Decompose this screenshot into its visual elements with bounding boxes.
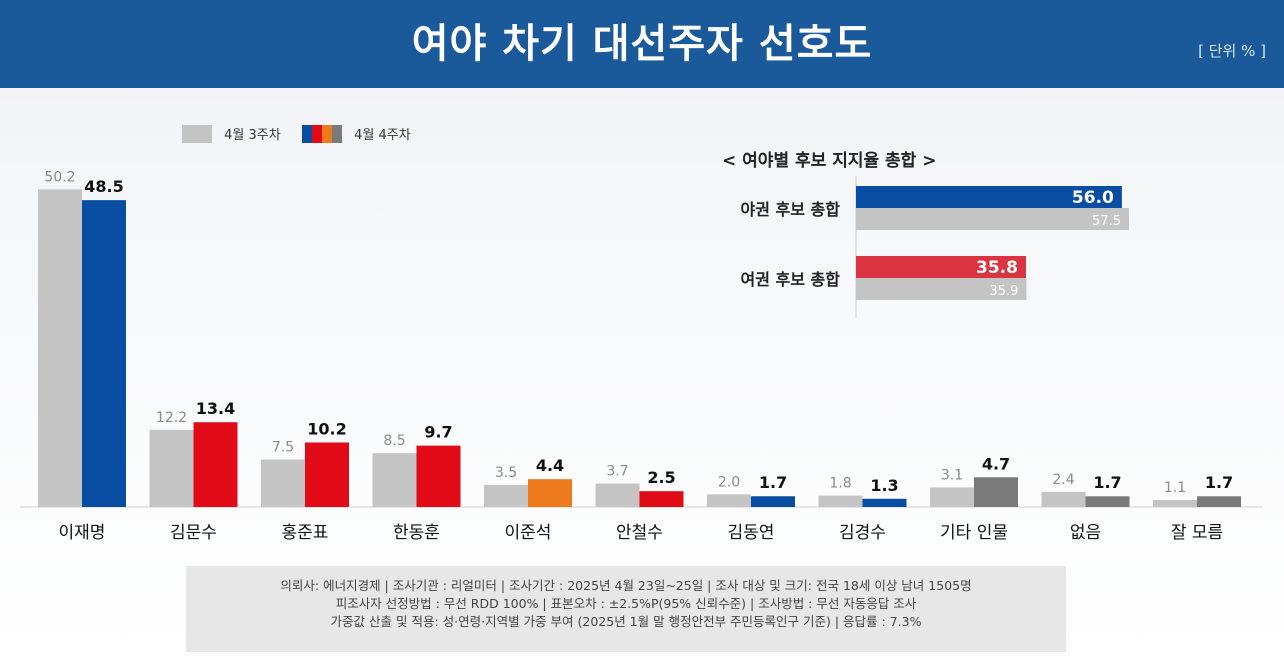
value-label-prev-2: 7.5 <box>272 440 294 456</box>
bar-curr-7 <box>862 498 907 507</box>
inset-bar-curr-0 <box>856 186 1122 208</box>
page-title: 여야 차기 대선주자 선호도 <box>411 21 873 67</box>
value-label-prev-9: 2.4 <box>1052 472 1074 488</box>
footer-line-1: 의뢰사: 에너지경제 | 조사기관 : 리얼미터 | 조사기간 : 2025년 … <box>280 578 972 593</box>
legend-curr-label: 4월 4주차 <box>354 128 411 143</box>
category-label-8: 기타 인물 <box>940 523 1008 543</box>
value-label-prev-8: 3.1 <box>941 467 963 483</box>
bar-prev-4 <box>484 484 528 507</box>
bar-prev-1 <box>149 429 194 507</box>
value-label-curr-8: 4.7 <box>982 454 1010 473</box>
inset-value-curr-1: 35.8 <box>976 258 1018 278</box>
bar-curr-5 <box>639 491 684 507</box>
legend-prev-swatch <box>182 124 212 143</box>
category-label-5: 안철수 <box>616 523 663 543</box>
header-bar <box>0 0 1284 88</box>
inset-title: < 여야별 후보 지지율 총합 > <box>722 151 937 171</box>
legend-prev-label: 4월 3주차 <box>224 128 281 143</box>
value-label-curr-3: 9.7 <box>424 423 452 442</box>
bar-prev-3 <box>372 453 417 507</box>
legend-curr-swatch <box>302 124 342 143</box>
value-label-prev-10: 1.1 <box>1164 480 1186 496</box>
inset-row-label-1: 여권 후보 총합 <box>741 270 841 289</box>
category-label-0: 이재명 <box>59 523 106 543</box>
category-label-2: 홍준표 <box>282 523 329 543</box>
bar-prev-9 <box>1041 491 1086 507</box>
bar-curr-2 <box>305 442 349 507</box>
inset-bar-prev-1 <box>856 278 1027 300</box>
bar-curr-0 <box>82 200 126 507</box>
value-label-curr-1: 13.4 <box>196 399 235 418</box>
category-label-9: 없음 <box>1070 523 1101 543</box>
value-label-prev-4: 3.5 <box>495 465 517 481</box>
bar-prev-10 <box>1153 500 1197 507</box>
bar-curr-10 <box>1197 496 1241 507</box>
bar-prev-5 <box>595 483 640 507</box>
bar-curr-4 <box>528 479 572 507</box>
inset-row-label-0: 야권 후보 총합 <box>741 200 841 219</box>
value-label-curr-10: 1.7 <box>1205 473 1233 492</box>
value-label-curr-4: 4.4 <box>536 456 564 475</box>
category-label-10: 잘 모름 <box>1171 523 1223 543</box>
survey-footer: 의뢰사: 에너지경제 | 조사기관 : 리얼미터 | 조사기간 : 2025년 … <box>186 566 1066 652</box>
legend-curr: 4월 4주차 <box>302 124 411 146</box>
inset-value-prev-1: 35.9 <box>989 284 1018 299</box>
inset-value-curr-0: 56.0 <box>1072 188 1114 208</box>
value-label-prev-0: 50.2 <box>44 169 75 185</box>
footer-line-2: 피조사자 선정방법 : 무선 RDD 100% | 표본오차 : ±2.5%P(… <box>335 596 917 611</box>
bar-prev-0 <box>38 189 82 507</box>
footer-line-3: 가중값 산출 및 적용: 성·연령·지역별 가중 부여 (2025년 1월 말 … <box>330 614 922 629</box>
bar-prev-8 <box>930 487 974 507</box>
value-label-prev-6: 2.0 <box>718 474 740 490</box>
value-label-prev-5: 3.7 <box>606 464 628 480</box>
category-label-7: 김경수 <box>839 523 886 543</box>
value-label-curr-5: 2.5 <box>647 468 675 487</box>
value-label-curr-9: 1.7 <box>1093 473 1121 492</box>
bar-prev-2 <box>261 459 305 507</box>
bar-curr-6 <box>751 496 795 507</box>
bar-curr-3 <box>416 445 461 507</box>
bar-curr-9 <box>1085 496 1130 507</box>
value-label-prev-3: 8.5 <box>383 433 405 449</box>
value-label-curr-6: 1.7 <box>759 473 787 492</box>
category-label-6: 김동연 <box>728 523 775 543</box>
bar-curr-1 <box>193 422 238 507</box>
bar-prev-6 <box>707 494 751 507</box>
category-label-1: 김문수 <box>170 523 217 543</box>
value-label-curr-7: 1.3 <box>870 476 898 495</box>
inset-value-prev-0: 57.5 <box>1092 214 1121 229</box>
inset-bar-prev-0 <box>856 208 1129 230</box>
value-label-prev-1: 12.2 <box>156 410 187 426</box>
unit-label: [ 단위 % ] <box>1198 42 1266 60</box>
value-label-curr-2: 10.2 <box>307 419 346 438</box>
inset-bar-curr-1 <box>856 256 1026 278</box>
value-label-prev-7: 1.8 <box>829 476 851 492</box>
legend-prev: 4월 3주차 <box>182 124 281 146</box>
category-label-4: 이준석 <box>505 523 552 543</box>
category-label-3: 한동훈 <box>393 523 440 543</box>
bar-curr-8 <box>974 477 1018 507</box>
bar-prev-7 <box>818 495 863 507</box>
value-label-curr-0: 48.5 <box>84 177 123 196</box>
